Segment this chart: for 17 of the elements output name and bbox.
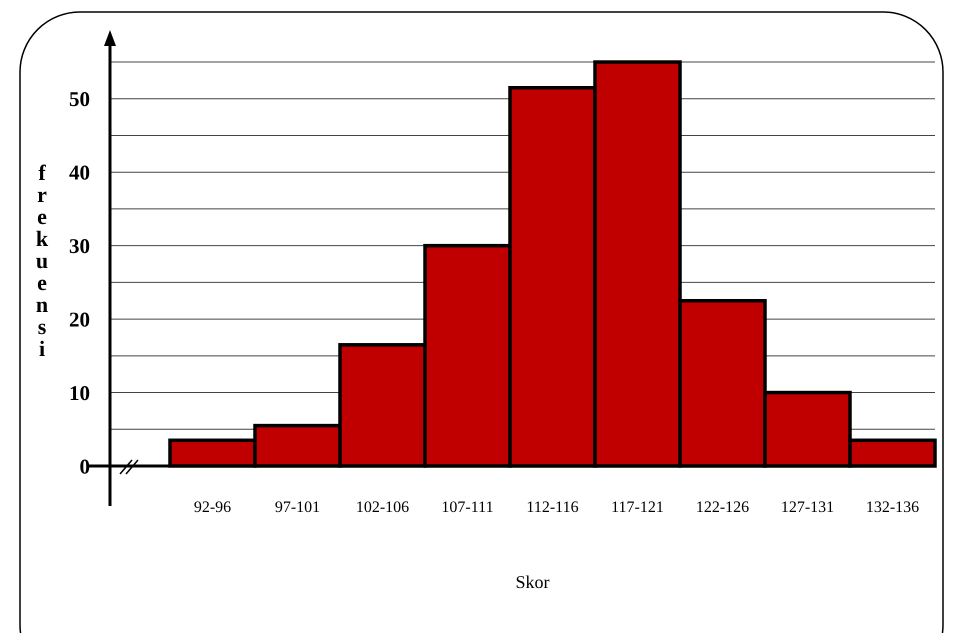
x-tick-label: 107-111 (441, 499, 494, 516)
x-tick-label: 117-121 (611, 499, 664, 516)
y-tick-label: 0 (80, 454, 90, 478)
x-tick-label: 102-106 (356, 499, 410, 516)
x-tick-label: 97-101 (274, 499, 320, 516)
y-tick-label: 40 (69, 160, 90, 185)
x-tick-label: 127-131 (780, 499, 834, 516)
x-tick-label: 132-136 (866, 499, 920, 516)
x-tick-label: 92-96 (194, 499, 232, 516)
y-tick-label: 30 (69, 234, 90, 258)
y-tick-label: 10 (69, 380, 90, 405)
x-axis-title: Skor (515, 572, 550, 592)
text: frekuensi (36, 160, 48, 361)
y-tick-label: 20 (69, 307, 90, 332)
y-tick-label: 50 (69, 87, 90, 112)
x-tick-label: 112-116 (526, 499, 579, 516)
x-tick-label: 122-126 (696, 499, 750, 516)
